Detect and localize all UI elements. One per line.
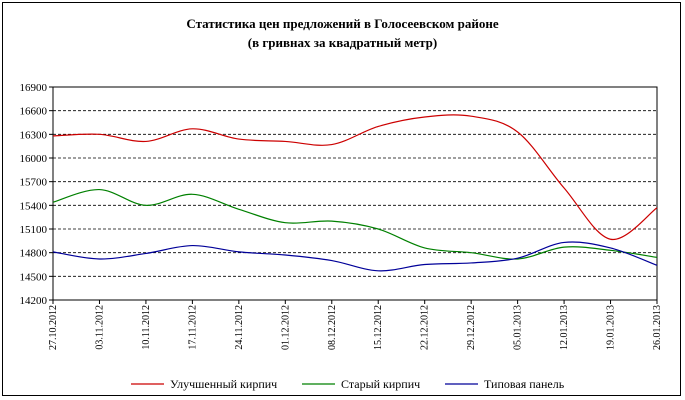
x-tick-label: 24.11.2012 [234, 305, 245, 350]
chart-title: Статистика цен предложений в Голосеевско… [0, 14, 685, 52]
x-tick-label: 19.01.2013 [606, 305, 617, 350]
x-tick-label: 03.11.2012 [94, 305, 105, 350]
series-line [52, 241, 658, 272]
data-point [470, 261, 473, 264]
y-tick-label: 15700 [20, 177, 48, 189]
data-point [563, 246, 566, 249]
data-point [98, 188, 101, 191]
x-tick-label: 05.01.2013 [513, 305, 524, 350]
chart-subtitle-line: (в гривнах за квадратный метр) [247, 35, 438, 50]
x-tick-label: 17.11.2012 [187, 305, 198, 350]
chart-title-line: Статистика цен предложений в Голосеевско… [186, 16, 499, 31]
data-point [98, 133, 101, 136]
x-tick-label: 01.12.2012 [280, 305, 291, 350]
data-point [423, 115, 426, 118]
data-point [470, 251, 473, 254]
data-point [237, 208, 240, 211]
data-point [330, 220, 333, 223]
data-point [144, 140, 147, 143]
data-point [563, 241, 566, 244]
data-point [423, 246, 426, 249]
data-point [656, 264, 659, 267]
data-point [377, 228, 380, 231]
data-point [609, 238, 612, 241]
data-point [423, 263, 426, 266]
y-tick-label: 16900 [20, 82, 48, 94]
chart-frame [2, 2, 681, 396]
data-point [237, 138, 240, 141]
plot-area [52, 86, 658, 301]
data-point [144, 204, 147, 207]
y-tick-label: 15400 [20, 200, 48, 212]
data-point [330, 259, 333, 262]
data-point [656, 206, 659, 209]
data-point [284, 221, 287, 224]
data-point [609, 246, 612, 249]
y-tick-label: 14800 [20, 248, 48, 260]
data-point [284, 140, 287, 143]
data-point [516, 257, 519, 260]
x-tick-label: 12.01.2013 [559, 305, 570, 350]
y-tick-label: 14200 [20, 295, 48, 307]
y-tick-label: 16600 [20, 106, 48, 118]
series-line [52, 188, 658, 260]
data-point [377, 269, 380, 272]
x-tick-label: 27.10.2012 [48, 305, 59, 350]
legend-label: Старый кирпич [341, 377, 420, 391]
data-point [284, 254, 287, 257]
x-tick-label: 10.11.2012 [141, 305, 152, 350]
data-point [191, 244, 194, 247]
x-tick-label: 22.12.2012 [420, 305, 431, 350]
data-point [191, 127, 194, 130]
data-point [470, 115, 473, 118]
data-point [330, 143, 333, 146]
data-point [516, 130, 519, 133]
data-point [237, 250, 240, 253]
data-point [98, 257, 101, 260]
x-tick-label: 15.12.2012 [373, 305, 384, 350]
data-point [563, 186, 566, 189]
data-point [52, 134, 55, 137]
y-tick-label: 15100 [20, 224, 48, 236]
data-point [144, 252, 147, 255]
data-point [191, 193, 194, 196]
legend-label: Улучшенный кирпич [170, 377, 277, 391]
data-point [52, 201, 55, 204]
x-tick-label: 26.01.2013 [652, 305, 663, 350]
y-tick-label: 16000 [20, 153, 48, 165]
data-point [377, 125, 380, 128]
x-tick-label: 29.12.2012 [466, 305, 477, 350]
y-tick-label: 16300 [20, 129, 48, 141]
series-line [52, 114, 658, 240]
x-tick-label: 08.12.2012 [327, 305, 338, 350]
legend-label: Типовая панель [484, 377, 565, 391]
y-tick-label: 14500 [20, 271, 48, 283]
data-point [656, 256, 659, 259]
data-point [52, 250, 55, 253]
